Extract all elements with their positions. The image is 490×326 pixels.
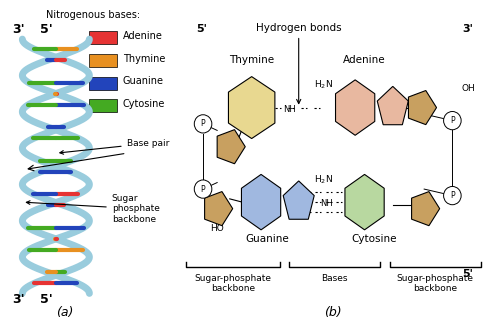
Text: Hydrogen bonds: Hydrogen bonds <box>256 23 342 104</box>
Polygon shape <box>345 174 384 230</box>
Text: Sugar-phosphate
backbone: Sugar-phosphate backbone <box>396 274 474 293</box>
Text: Thymine: Thymine <box>123 54 165 64</box>
Text: 3': 3' <box>12 23 25 36</box>
Polygon shape <box>409 91 437 125</box>
Text: 5': 5' <box>40 293 53 306</box>
Text: 3': 3' <box>463 24 473 34</box>
Text: Cytosine: Cytosine <box>351 234 397 244</box>
Text: 5': 5' <box>463 269 473 279</box>
Text: Adenine: Adenine <box>343 55 386 65</box>
Text: Adenine: Adenine <box>123 31 163 41</box>
FancyBboxPatch shape <box>89 31 117 44</box>
Polygon shape <box>336 80 375 135</box>
Text: Cytosine: Cytosine <box>123 99 165 109</box>
Polygon shape <box>205 192 233 226</box>
Text: (b): (b) <box>324 306 342 319</box>
Polygon shape <box>283 181 314 219</box>
Text: Guanine: Guanine <box>245 234 289 244</box>
Circle shape <box>443 111 461 130</box>
Text: Bases: Bases <box>321 274 348 283</box>
FancyBboxPatch shape <box>89 77 117 90</box>
Text: Guanine: Guanine <box>123 77 164 86</box>
Text: H$_2$N: H$_2$N <box>314 79 333 91</box>
Text: OH: OH <box>461 83 475 93</box>
Circle shape <box>194 180 212 198</box>
Text: 5': 5' <box>40 23 53 36</box>
Text: P: P <box>450 116 455 125</box>
FancyBboxPatch shape <box>89 99 117 112</box>
Circle shape <box>443 186 461 205</box>
Text: NH: NH <box>320 199 333 208</box>
Text: Thymine: Thymine <box>229 55 274 65</box>
Text: (a): (a) <box>56 306 74 319</box>
Circle shape <box>194 115 212 133</box>
Text: 3': 3' <box>12 293 25 306</box>
Text: 5': 5' <box>196 24 207 34</box>
FancyBboxPatch shape <box>89 54 117 67</box>
Polygon shape <box>412 192 440 226</box>
Polygon shape <box>217 130 245 164</box>
Text: P: P <box>201 185 205 194</box>
Text: P: P <box>450 191 455 200</box>
Polygon shape <box>377 86 408 125</box>
Text: H$_2$N: H$_2$N <box>314 173 333 185</box>
Text: Sugar
phosphate
backbone: Sugar phosphate backbone <box>26 194 160 224</box>
Text: Sugar-phosphate
backbone: Sugar-phosphate backbone <box>195 274 271 293</box>
Text: P: P <box>201 119 205 128</box>
Text: NH: NH <box>283 105 295 114</box>
Text: HO: HO <box>210 224 224 233</box>
Polygon shape <box>228 77 275 139</box>
Text: Base pair: Base pair <box>60 139 169 154</box>
Text: Nitrogenous bases:: Nitrogenous bases: <box>46 10 140 20</box>
Polygon shape <box>242 174 281 230</box>
